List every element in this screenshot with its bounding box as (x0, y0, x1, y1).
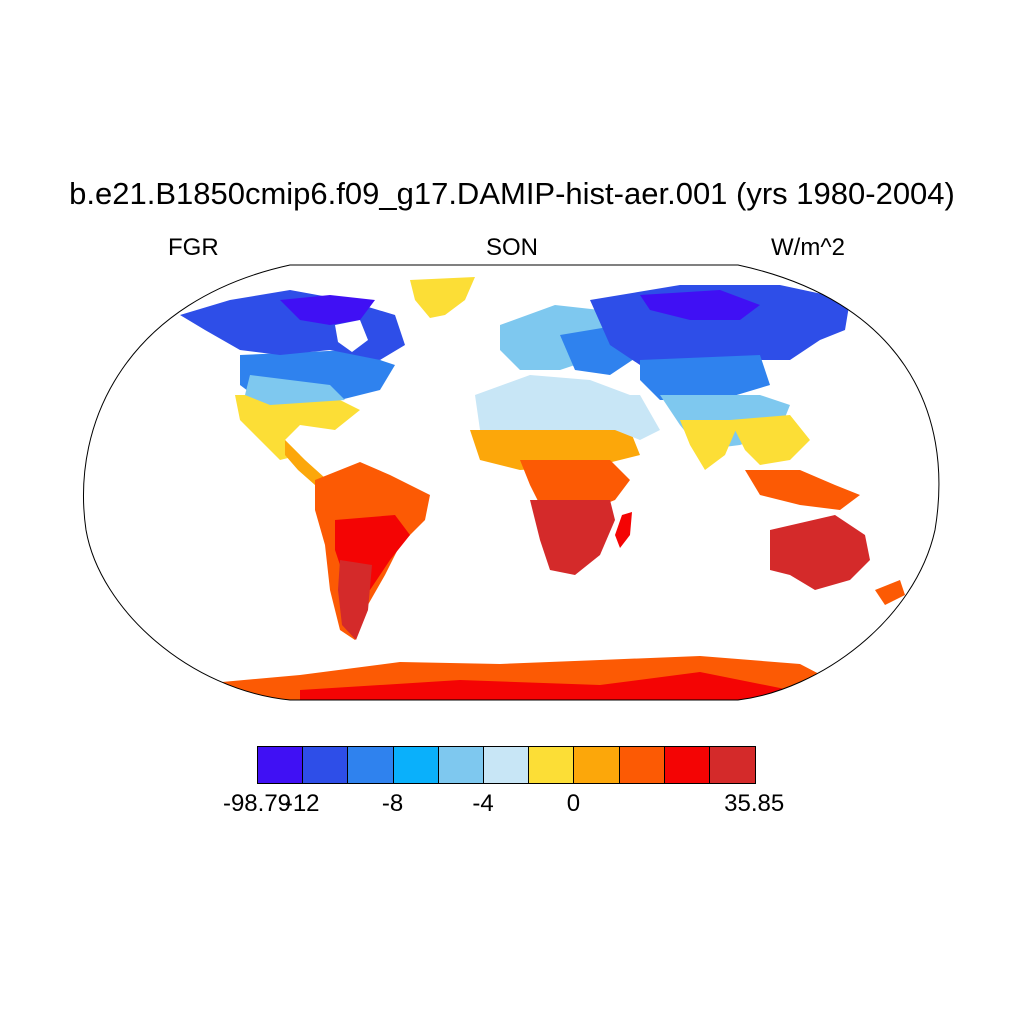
map-outline (83, 264, 940, 701)
colorbar-swatch (529, 747, 575, 783)
central-america (285, 440, 325, 485)
season-label: SON (485, 234, 538, 261)
africa-north (475, 375, 640, 440)
colorbar-swatch (619, 747, 665, 783)
canada-arctic (280, 295, 375, 325)
colorbar-tick-label: -8 (381, 790, 404, 817)
colorbar-swatch (258, 747, 304, 783)
colorbar-swatch (393, 747, 439, 783)
new-zealand (875, 580, 905, 605)
plot-title: b.e21.B1850cmip6.f09_g17.DAMIP-hist-aer.… (69, 176, 955, 211)
colorbar-swatch (348, 747, 394, 783)
north-america-south (235, 395, 360, 460)
arabia (590, 395, 660, 440)
colorbar-tick-label: -98.79 (222, 790, 292, 817)
asia-mid (640, 355, 770, 400)
colorbar (257, 746, 757, 784)
colorbar-tick-label: 35.85 (724, 790, 785, 817)
indonesia (745, 470, 860, 510)
south-america-south (338, 560, 372, 640)
africa-central (520, 460, 630, 510)
africa-south (530, 500, 615, 575)
greenland (410, 277, 475, 318)
colorbar-swatch (303, 747, 349, 783)
variable-label: FGR (168, 234, 219, 261)
colorbar-tick-label: 0 (566, 790, 581, 817)
colorbar-swatch (438, 747, 484, 783)
colorbar-swatch (483, 747, 530, 783)
hudson-bay (335, 320, 368, 352)
colorbar-swatch (664, 747, 710, 783)
north-america-edge (245, 375, 345, 405)
india (680, 420, 740, 470)
colorbar-tick-label: -12 (284, 790, 320, 817)
colorbar-tick-label: -4 (472, 790, 494, 817)
antarctica-inner (300, 672, 790, 700)
australia (770, 515, 870, 590)
units-label: W/m^2 (771, 234, 845, 261)
siberia-core (640, 290, 760, 320)
madagascar (615, 512, 632, 548)
se-asia (730, 415, 810, 465)
colorbar-swatch (709, 747, 756, 783)
colorbar-swatch (574, 747, 620, 783)
